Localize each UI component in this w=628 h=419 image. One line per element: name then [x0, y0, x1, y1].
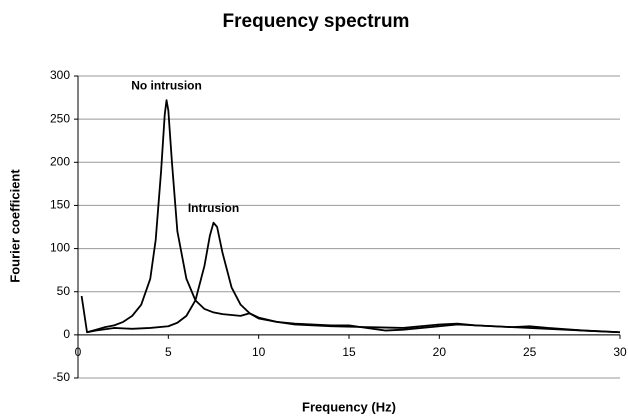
x-tick-label: 15: [342, 345, 356, 359]
annotation: Intrusion: [188, 201, 239, 215]
y-tick-label: 150: [50, 198, 70, 212]
x-tick-label: 0: [75, 345, 82, 359]
x-axis-title: Frequency (Hz): [302, 399, 396, 414]
y-tick-label: -50: [53, 370, 71, 384]
y-tick-label: 200: [50, 154, 70, 168]
y-tick-label: 50: [57, 284, 71, 298]
series-line: [86, 221, 621, 334]
y-tick-label: 100: [50, 241, 70, 255]
x-tick-label: 30: [613, 345, 627, 359]
annotation: No intrusion: [131, 78, 202, 92]
x-tick-label: 5: [165, 345, 172, 359]
series-line: [80, 99, 621, 334]
y-tick-label: 0: [63, 327, 70, 341]
x-tick-label: 10: [252, 345, 266, 359]
x-tick-label: 25: [523, 345, 537, 359]
y-axis-title: Fourier coefficient: [7, 169, 22, 283]
chart-title: Frequency spectrum: [223, 11, 410, 32]
y-tick-label: 300: [50, 68, 70, 82]
y-tick-label: 250: [50, 111, 70, 125]
x-tick-label: 20: [433, 345, 447, 359]
